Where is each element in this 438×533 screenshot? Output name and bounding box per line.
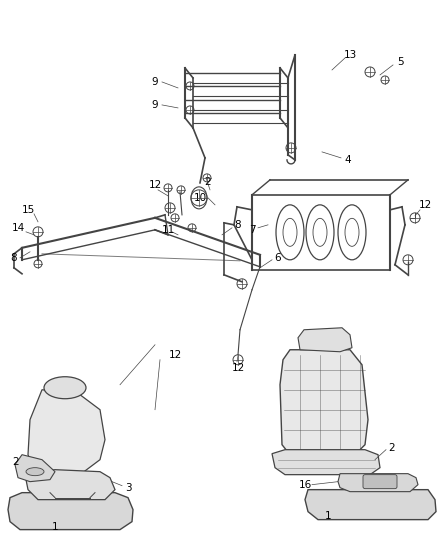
Ellipse shape	[44, 377, 86, 399]
Text: 9: 9	[152, 77, 158, 87]
Text: 2: 2	[389, 443, 396, 453]
Text: 1: 1	[325, 511, 331, 521]
Polygon shape	[15, 455, 55, 482]
Text: 14: 14	[11, 223, 25, 233]
Text: 3: 3	[125, 483, 131, 492]
Text: 4: 4	[345, 155, 351, 165]
Text: 12: 12	[168, 350, 182, 360]
Text: 11: 11	[161, 225, 175, 235]
Text: 6: 6	[275, 253, 281, 263]
Text: 2: 2	[13, 457, 19, 467]
Text: 7: 7	[249, 225, 255, 235]
Polygon shape	[8, 492, 133, 530]
Text: 5: 5	[397, 57, 403, 67]
Text: 12: 12	[148, 180, 162, 190]
Polygon shape	[28, 390, 105, 480]
Text: 2: 2	[205, 177, 211, 187]
Ellipse shape	[26, 467, 44, 475]
Polygon shape	[272, 450, 380, 475]
Polygon shape	[338, 474, 418, 491]
Text: 8: 8	[11, 253, 18, 263]
FancyBboxPatch shape	[363, 475, 397, 489]
Text: 15: 15	[21, 205, 35, 215]
Polygon shape	[280, 350, 368, 455]
Text: 9: 9	[152, 100, 158, 110]
Text: 1: 1	[52, 522, 58, 531]
Polygon shape	[25, 470, 115, 499]
Polygon shape	[298, 328, 352, 352]
Text: 12: 12	[231, 363, 245, 373]
Text: 16: 16	[298, 480, 311, 490]
Text: 8: 8	[235, 220, 241, 230]
Text: 13: 13	[343, 50, 357, 60]
Text: 12: 12	[418, 200, 431, 210]
Text: 10: 10	[194, 193, 207, 203]
Polygon shape	[305, 490, 436, 520]
